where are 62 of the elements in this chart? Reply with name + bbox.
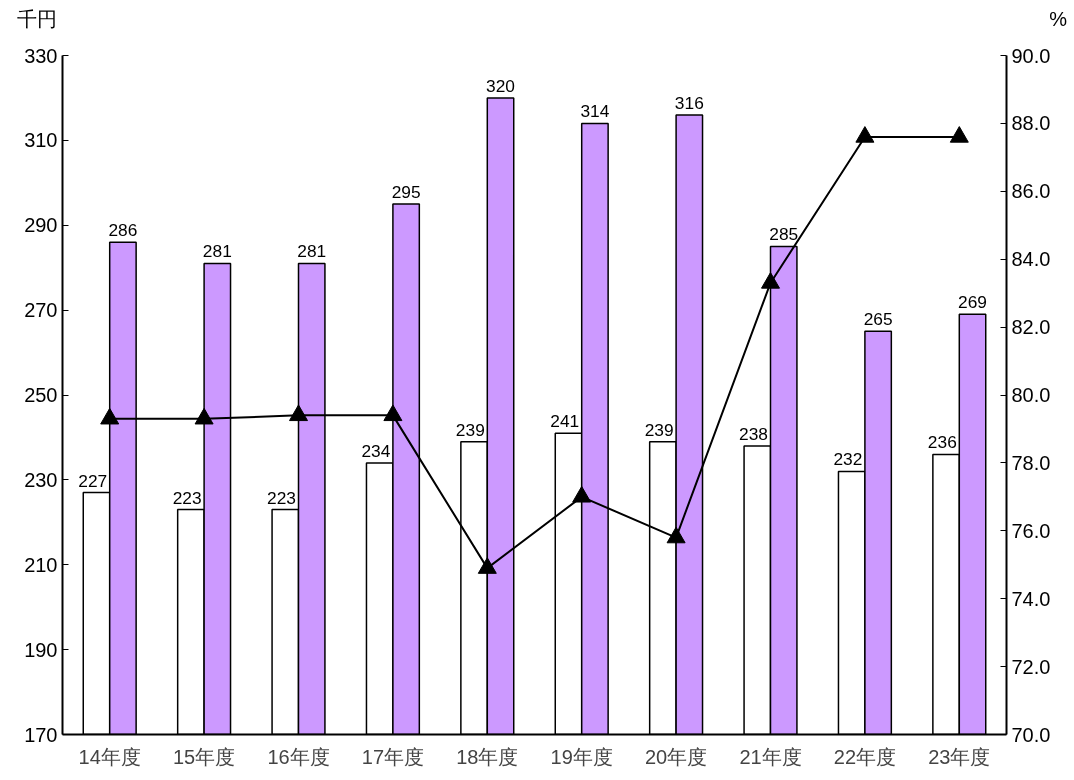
y2-tick-label: 74.0 [1011, 587, 1051, 610]
point [855, 126, 875, 143]
y-tick-label: 270 [24, 299, 58, 322]
data-label: 281 [202, 241, 232, 262]
data-label: 239 [455, 419, 485, 440]
x-tick-label: 19年度 [550, 745, 613, 768]
y2-tick-label: 80.0 [1011, 384, 1051, 406]
y-tick-label: 310 [24, 129, 58, 152]
y2-axis-title: % [1049, 7, 1067, 32]
y2-tick-label: 86.0 [1011, 180, 1051, 203]
data-label: 265 [863, 309, 893, 330]
y2-tick-label: 82.0 [1011, 316, 1051, 339]
x-tick-label: 16年度 [267, 745, 330, 768]
point [383, 404, 403, 422]
y-axis-title: 千円 [17, 7, 57, 32]
x-tick-label: 22年度 [833, 745, 897, 768]
data-label: 281 [297, 241, 327, 262]
point [289, 404, 308, 422]
x-tick-label: 18年度 [456, 745, 519, 768]
data-label: 314 [580, 101, 610, 122]
data-label: 223 [172, 487, 202, 508]
data-label: 320 [486, 75, 515, 96]
point [666, 526, 686, 544]
y-tick-label: 210 [24, 553, 58, 576]
data-label: 232 [833, 449, 863, 470]
y-tick-label: 250 [24, 384, 58, 406]
y2-tick-label: 72.0 [1011, 655, 1051, 678]
data-label: 223 [267, 487, 296, 508]
data-label: 238 [739, 423, 768, 444]
point [949, 126, 969, 143]
y2-tick-label: 78.0 [1011, 451, 1051, 474]
data-label: 316 [674, 92, 704, 113]
y2-tick-label: 76.0 [1011, 519, 1051, 542]
x-tick-label: 17年度 [361, 745, 425, 768]
y2-tick-label: 88.0 [1011, 112, 1051, 135]
data-label: 234 [361, 440, 391, 461]
point [761, 272, 780, 289]
x-tick-label: 15年度 [172, 745, 236, 768]
y2-tick-label: 84.0 [1011, 248, 1051, 271]
point [100, 407, 120, 425]
point [572, 485, 592, 503]
y-tick-label: 330 [24, 44, 58, 67]
data-label: 285 [769, 224, 799, 245]
data-label: 227 [78, 470, 108, 491]
point [194, 407, 214, 425]
point [477, 557, 497, 574]
data-label: 241 [550, 411, 580, 432]
data-label: 269 [958, 292, 987, 313]
x-tick-label: 14年度 [78, 745, 141, 768]
data-label: 286 [108, 220, 138, 241]
data-label: 295 [391, 182, 421, 203]
y-tick-label: 190 [24, 638, 58, 661]
y-tick-label: 230 [24, 468, 58, 491]
y2-tick-label: 70.0 [1011, 723, 1051, 746]
x-tick-label: 20年度 [644, 745, 708, 768]
y2-tick-label: 90.0 [1011, 44, 1051, 67]
y-tick-label: 290 [24, 214, 58, 237]
x-tick-label: 23年度 [928, 745, 991, 768]
data-label: 239 [644, 419, 674, 440]
x-tick-label: 21年度 [739, 745, 802, 768]
y-tick-label: 170 [24, 723, 58, 746]
data-label: 236 [927, 432, 957, 453]
